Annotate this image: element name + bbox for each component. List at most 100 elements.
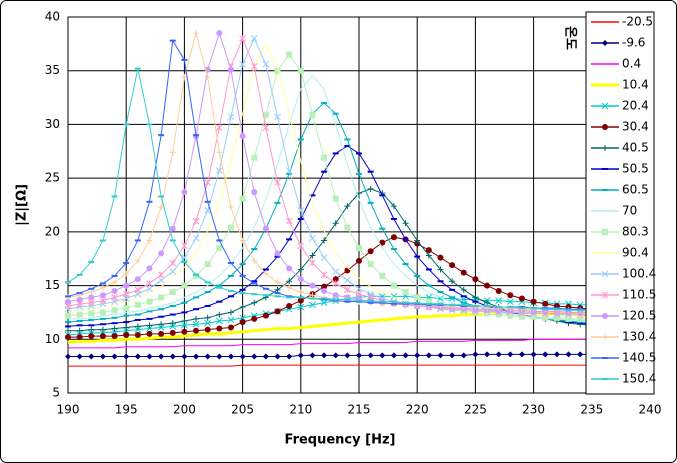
legend-entry: 80.3 (591, 225, 649, 239)
marker (565, 351, 572, 358)
marker (216, 149, 223, 156)
marker (250, 35, 258, 42)
marker (99, 300, 107, 308)
marker (169, 149, 176, 156)
legend-label: 0.4 (622, 57, 641, 71)
marker (274, 113, 281, 121)
marker (414, 352, 421, 359)
marker (123, 282, 130, 289)
marker (425, 247, 432, 254)
marker (274, 67, 281, 74)
x-tick-label: 235 (580, 403, 603, 417)
marker (425, 252, 432, 259)
marker (204, 353, 211, 360)
marker (204, 261, 211, 268)
legend-marker (602, 40, 608, 46)
marker (99, 353, 106, 360)
marker (390, 234, 397, 241)
marker (216, 353, 223, 360)
marker (402, 352, 409, 359)
marker (146, 322, 153, 329)
marker (414, 294, 421, 301)
marker (181, 74, 188, 81)
series (68, 338, 592, 349)
marker (193, 315, 200, 322)
marker (87, 302, 95, 310)
marker (181, 318, 188, 325)
legend-entry: 70 (591, 204, 637, 218)
marker (157, 276, 165, 284)
legend-label: 70 (622, 204, 637, 218)
marker (146, 280, 153, 287)
marker (425, 298, 432, 305)
marker (286, 284, 293, 291)
x-tick-label: 205 (231, 403, 254, 417)
legend-label: 30.4 (622, 120, 649, 134)
marker (449, 278, 456, 285)
marker (355, 285, 363, 293)
marker (297, 289, 304, 296)
marker (437, 266, 444, 273)
marker (309, 111, 316, 118)
legend-label: 80.3 (622, 225, 649, 239)
marker (215, 124, 223, 132)
marker (495, 287, 502, 294)
marker (344, 286, 351, 294)
marker (88, 294, 95, 301)
marker (495, 297, 503, 304)
y-tick-label: 15 (45, 278, 60, 292)
marker (76, 296, 83, 303)
marker (99, 309, 106, 316)
marker (216, 325, 223, 332)
marker (344, 224, 351, 231)
marker (356, 257, 362, 264)
marker (227, 66, 234, 73)
legend-label: 20.4 (622, 99, 649, 113)
marker (344, 276, 351, 284)
marker (111, 333, 118, 340)
legend (585, 11, 655, 395)
marker (402, 220, 409, 227)
series-line (67, 295, 592, 336)
marker (367, 261, 374, 268)
legend-marker (602, 124, 608, 130)
legend-label: 120.5 (622, 309, 656, 323)
marker (204, 179, 212, 186)
marker (495, 311, 502, 318)
series-group (64, 30, 596, 367)
marker (111, 294, 118, 301)
legend-entry: -9.6 (591, 36, 645, 50)
marker (320, 254, 328, 261)
marker (332, 276, 339, 283)
marker (379, 352, 386, 359)
x-tick-label: 220 (406, 403, 429, 417)
legend-entry: 40.5 (591, 141, 649, 155)
marker (87, 299, 95, 307)
legend-marker (602, 229, 608, 235)
marker (460, 286, 467, 293)
legend-label: 110.5 (622, 288, 656, 302)
marker (262, 312, 269, 319)
marker (250, 63, 258, 70)
marker (123, 270, 130, 277)
marker (181, 254, 188, 261)
marker (367, 248, 374, 255)
series (65, 30, 595, 316)
marker (506, 298, 514, 306)
marker (286, 265, 293, 272)
marker (309, 252, 316, 259)
legend-marker (601, 270, 609, 278)
marker (239, 304, 246, 311)
marker (251, 154, 258, 161)
marker (111, 307, 118, 314)
marker (134, 257, 141, 264)
marker (134, 323, 141, 330)
series (65, 351, 595, 360)
marker (111, 279, 118, 286)
x-tick-label: 200 (173, 403, 196, 417)
marker (227, 224, 234, 231)
marker (204, 74, 211, 81)
marker (320, 271, 328, 279)
marker (577, 315, 584, 322)
marker (379, 239, 386, 246)
